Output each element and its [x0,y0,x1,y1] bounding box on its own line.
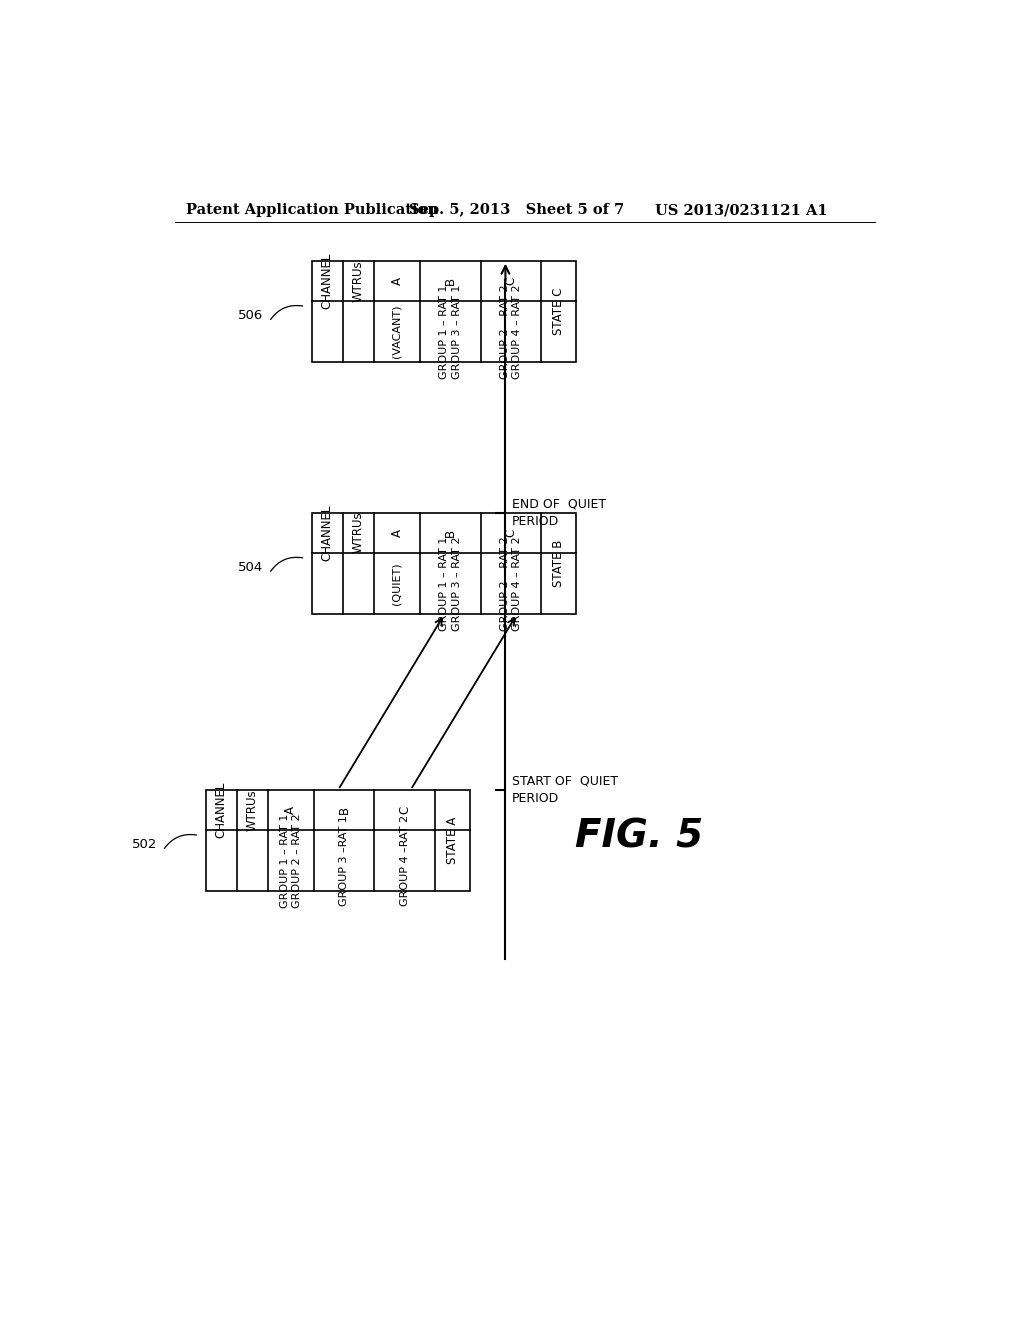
Text: C: C [398,805,412,814]
Bar [311,512,575,614]
Text: (QUIET): (QUIET) [392,562,402,605]
Text: GROUP 2 – RAT 2
GROUP 4 – RAT 2: GROUP 2 – RAT 2 GROUP 4 – RAT 2 [500,536,522,631]
Text: 504: 504 [239,561,263,574]
Text: GROUP 1 – RAT 1
GROUP 2 – RAT 2: GROUP 1 – RAT 1 GROUP 2 – RAT 2 [280,813,302,908]
Text: GROUP 2 – RAT 2
GROUP 4 – RAT 2: GROUP 2 – RAT 2 GROUP 4 – RAT 2 [500,284,522,379]
Text: STATE B: STATE B [552,540,565,587]
Text: FIG. 5: FIG. 5 [575,817,703,855]
Text: 506: 506 [239,309,263,322]
Text: GROUP 3 –RAT 1: GROUP 3 –RAT 1 [339,816,349,906]
Bar [206,789,470,891]
Text: GROUP 1 – RAT 1
GROUP 3 – RAT 1: GROUP 1 – RAT 1 GROUP 3 – RAT 1 [439,285,462,379]
Text: A: A [390,528,403,537]
Text: B: B [443,528,457,537]
Text: C: C [505,277,517,285]
Text: WTRUs: WTRUs [351,260,365,302]
Text: CHANNEL: CHANNEL [321,504,334,561]
Text: US 2013/0231121 A1: US 2013/0231121 A1 [655,203,827,216]
Text: GROUP 1 – RAT 1
GROUP 3 – RAT 2: GROUP 1 – RAT 1 GROUP 3 – RAT 2 [439,536,462,631]
Text: WTRUs: WTRUs [246,789,258,830]
Text: CHANNEL: CHANNEL [214,781,227,838]
Text: CHANNEL: CHANNEL [321,252,334,309]
Text: B: B [443,277,457,285]
Text: 502: 502 [132,838,158,851]
Text: A: A [285,805,297,814]
Bar [311,261,575,363]
Text: A: A [390,277,403,285]
Text: Patent Application Publication: Patent Application Publication [186,203,438,216]
Text: Sep. 5, 2013   Sheet 5 of 7: Sep. 5, 2013 Sheet 5 of 7 [409,203,624,216]
Text: STATE A: STATE A [445,817,459,865]
Text: (VACANT): (VACANT) [392,305,402,359]
Text: START OF  QUIET
PERIOD: START OF QUIET PERIOD [512,775,617,805]
Text: C: C [505,528,517,537]
Text: STATE C: STATE C [552,288,565,335]
Text: END OF  QUIET
PERIOD: END OF QUIET PERIOD [512,498,606,528]
Text: WTRUs: WTRUs [351,512,365,553]
Text: GROUP 4 –RAT 2: GROUP 4 –RAT 2 [399,814,410,907]
Text: B: B [338,805,351,814]
